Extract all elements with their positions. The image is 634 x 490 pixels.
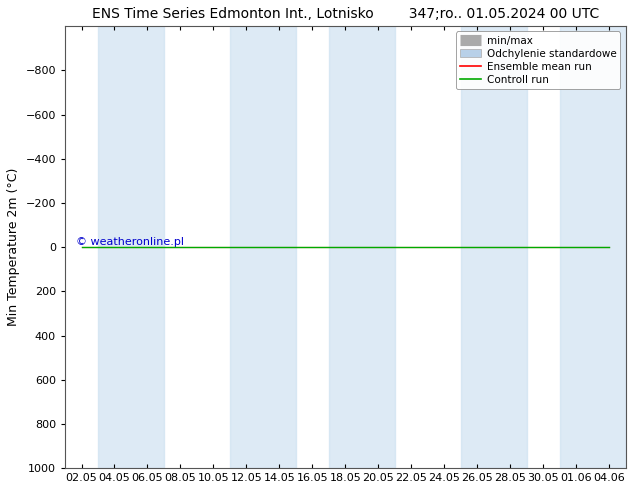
Title: ENS Time Series Edmonton Int., Lotnisko        347;ro.. 01.05.2024 00 UTC: ENS Time Series Edmonton Int., Lotnisko … — [92, 7, 599, 21]
Bar — [329, 26, 395, 468]
Y-axis label: Min Temperature 2m (°C): Min Temperature 2m (°C) — [7, 168, 20, 326]
Text: © weatheronline.pl: © weatheronline.pl — [76, 237, 184, 247]
Bar — [230, 26, 296, 468]
Legend: min/max, Odchylenie standardowe, Ensemble mean run, Controll run: min/max, Odchylenie standardowe, Ensembl… — [456, 31, 621, 89]
Bar — [461, 26, 527, 468]
Bar — [560, 26, 626, 468]
Bar — [98, 26, 164, 468]
